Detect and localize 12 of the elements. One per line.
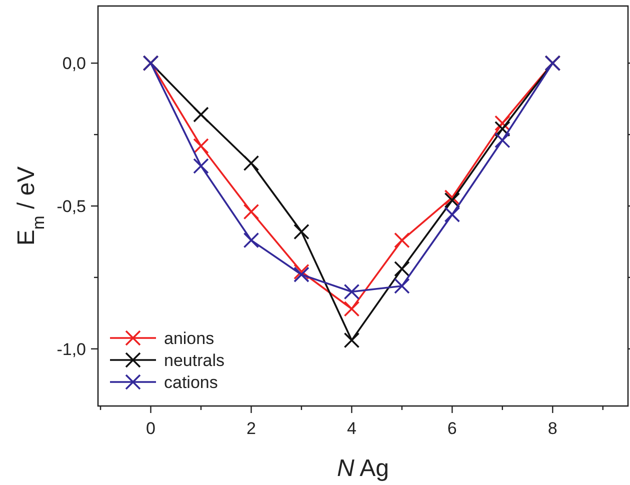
x-tick-label: 6 (447, 419, 457, 438)
y-tick-label: 0,0 (62, 54, 86, 74)
x-tick-label: 4 (346, 419, 356, 438)
x-tick-label: 2 (246, 419, 256, 438)
legend-label: neutrals (164, 351, 224, 370)
y-tick-label: -1,0 (56, 340, 86, 359)
x-axis-title: N Ag (336, 455, 390, 482)
x-tick-label: 8 (548, 419, 558, 438)
legend-label: anions (164, 329, 214, 348)
y-tick-label: -0,5 (56, 197, 86, 216)
x-tick-label: 0 (146, 419, 156, 438)
legend-label: cations (164, 373, 218, 392)
